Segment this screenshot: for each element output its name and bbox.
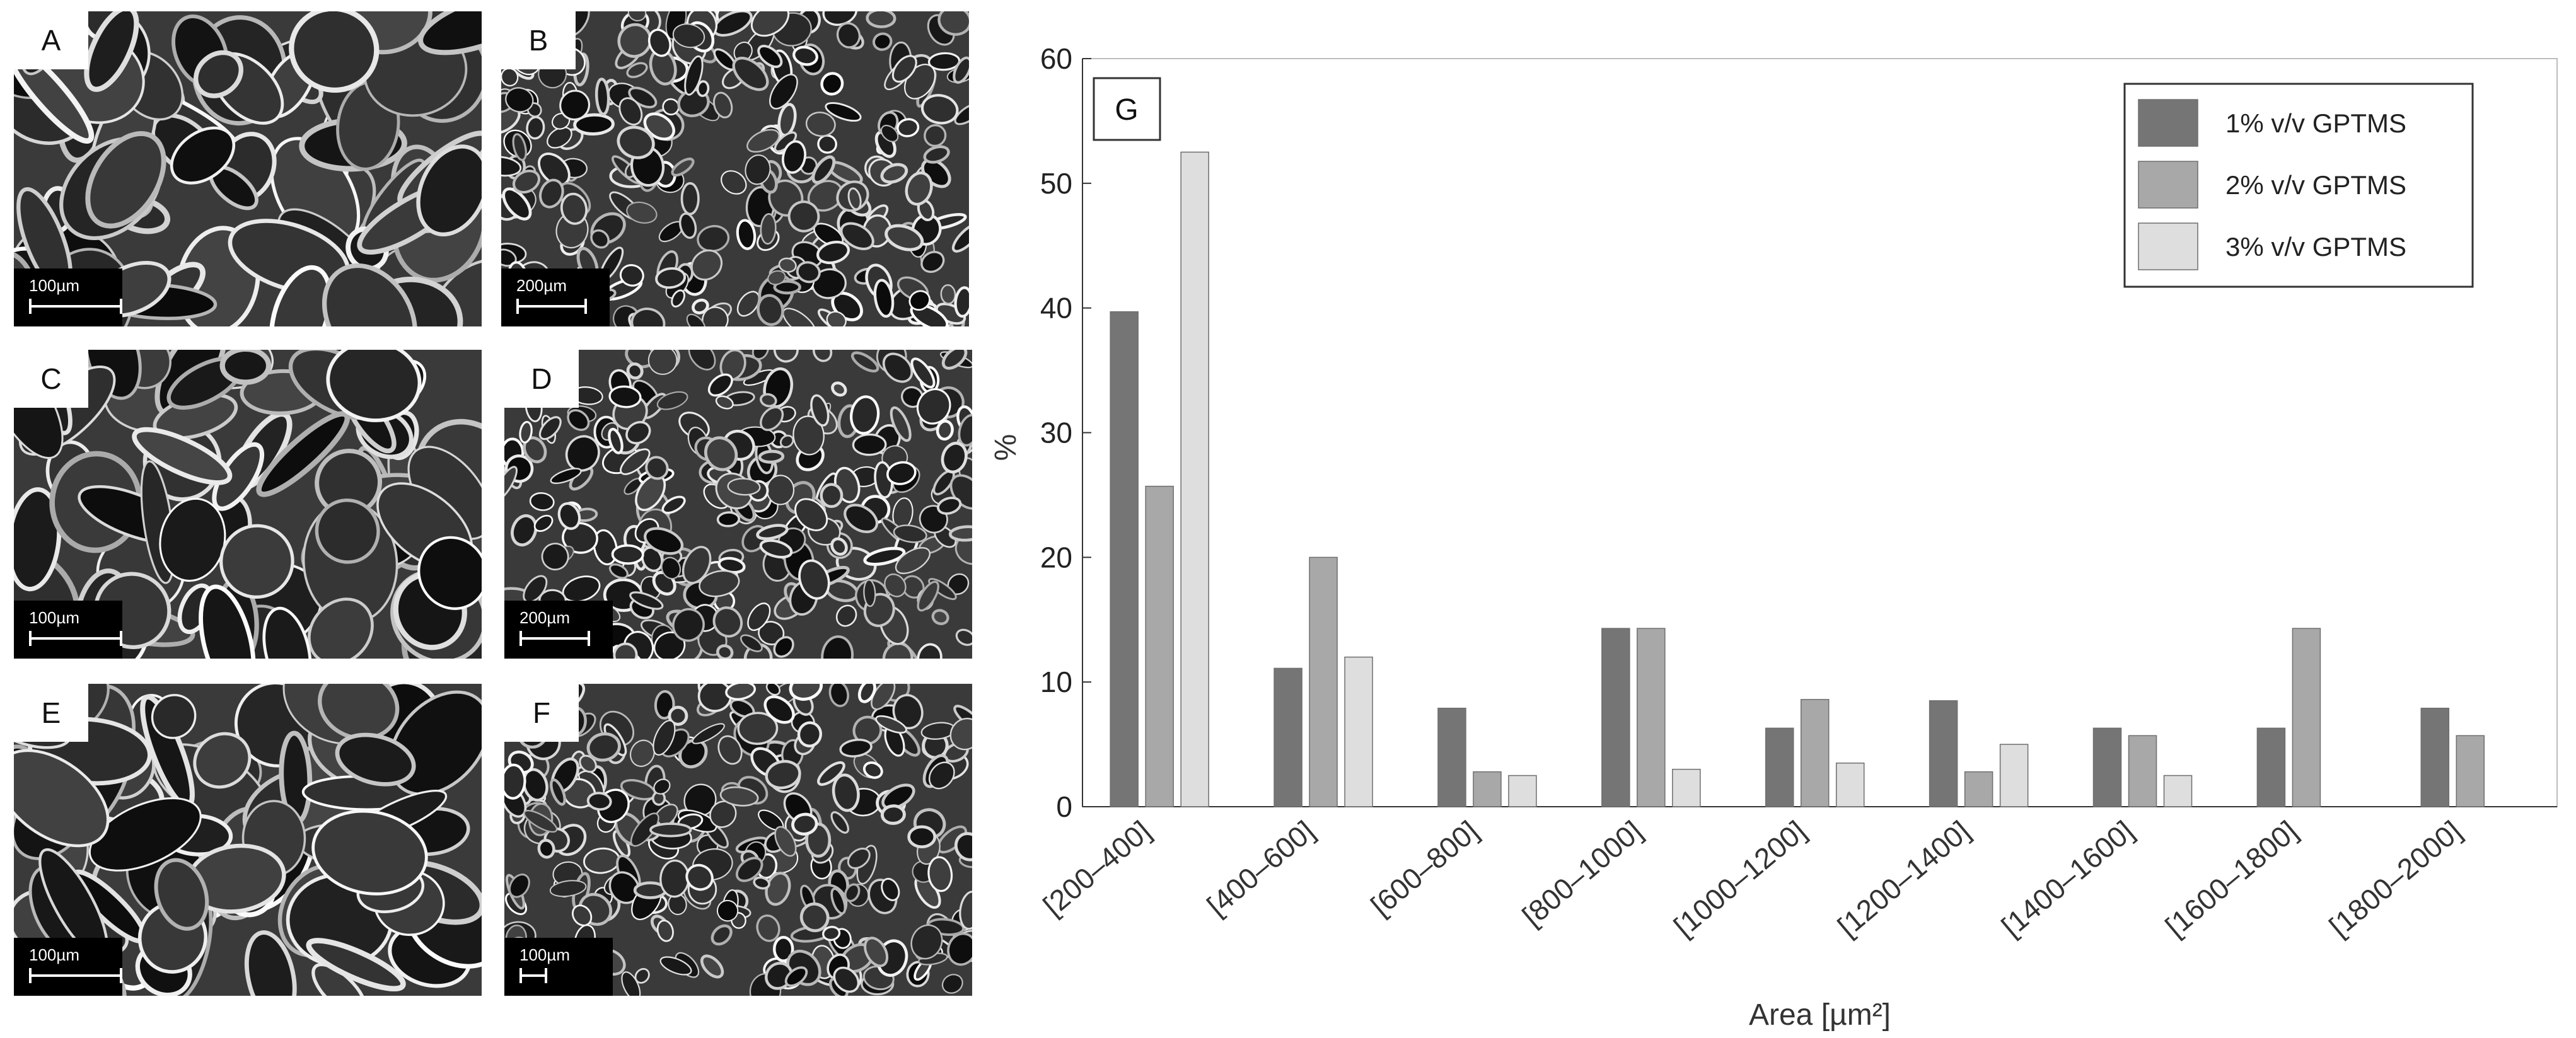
sem-panel-e: E 100µm xyxy=(14,684,482,996)
x-tick-label: [1800–2000] xyxy=(2323,814,2468,943)
scale-bar-line xyxy=(516,299,587,314)
plot-frame xyxy=(1082,58,2558,807)
scale-bar-line xyxy=(519,631,590,646)
x-tick-label: [400–600] xyxy=(1200,814,1320,922)
panel-label: D xyxy=(504,350,579,408)
x-tick-label: [200–400] xyxy=(1037,814,1157,922)
x-tick-label: [1200–1400] xyxy=(1831,814,1976,943)
legend-label: 1% v/v GPTMS xyxy=(2225,108,2406,138)
y-tick-label: 30 xyxy=(1040,417,1072,449)
scale-bar-line xyxy=(29,299,122,314)
panel-label: A xyxy=(14,11,88,69)
bar-3 xyxy=(1999,744,2029,807)
scale-bar-line xyxy=(29,968,122,983)
legend-label: 3% v/v GPTMS xyxy=(2225,232,2406,262)
bar-3 xyxy=(2163,775,2193,807)
bar-2 xyxy=(1637,628,1666,807)
legend xyxy=(2123,83,2474,288)
scale-bar-label: 200µm xyxy=(519,608,571,627)
bar-2 xyxy=(1964,771,1993,807)
y-axis-label: % xyxy=(988,434,1021,461)
x-tick-label: [1600–1800] xyxy=(2159,814,2304,943)
bar-2 xyxy=(1800,699,1830,807)
bar-2 xyxy=(2456,735,2485,807)
bar-3 xyxy=(1344,656,1373,807)
y-tick-label: 0 xyxy=(1056,790,1072,823)
micrograph-texture xyxy=(501,11,969,326)
bar-3 xyxy=(1835,763,1865,807)
bar-2 xyxy=(1473,771,1502,807)
sem-panel-d: D 200µm xyxy=(504,350,972,659)
scale-bar-line xyxy=(519,968,547,983)
bar-3 xyxy=(1508,775,1537,807)
bar-2 xyxy=(2128,735,2157,807)
x-tick-label: [800–1000] xyxy=(1516,814,1649,933)
legend-swatch xyxy=(2138,161,2198,209)
bar-2 xyxy=(1145,485,1174,807)
micrograph-texture xyxy=(504,350,972,659)
bar-2 xyxy=(2292,628,2321,807)
bar-1 xyxy=(2092,727,2122,807)
panel-label: B xyxy=(501,11,576,69)
bar-1 xyxy=(1929,700,1958,807)
scale-bar: 200µm xyxy=(504,601,613,659)
scale-bar: 100µm xyxy=(14,601,122,659)
panel-label: F xyxy=(504,684,579,742)
scale-bar-label: 100µm xyxy=(29,276,80,295)
scale-bar-label: 200µm xyxy=(516,276,567,295)
bar-1 xyxy=(1601,628,1630,807)
bar-1 xyxy=(2420,707,2450,807)
y-tick-label: 10 xyxy=(1040,666,1072,698)
bar-2 xyxy=(1309,556,1338,807)
x-tick-label: [600–800] xyxy=(1364,814,1484,922)
scale-bar-label: 100µm xyxy=(519,945,571,964)
scale-bar-line xyxy=(29,631,122,646)
sem-panel-f: F 100µm xyxy=(504,684,972,996)
bar-1 xyxy=(1765,727,1794,807)
legend-swatch xyxy=(2138,222,2198,270)
chart-panel-label: G xyxy=(1115,93,1138,127)
legend-swatch xyxy=(2138,99,2198,147)
y-tick-label: 40 xyxy=(1040,292,1072,325)
scale-bar: 100µm xyxy=(14,268,122,326)
x-axis-label: Area [µm²] xyxy=(1749,998,1891,1032)
bar-1 xyxy=(1273,667,1303,807)
x-tick-label: [1400–1600] xyxy=(1995,814,2140,943)
legend-label: 2% v/v GPTMS xyxy=(2225,170,2406,200)
bar-3 xyxy=(1672,768,1701,807)
y-tick-label: 20 xyxy=(1040,541,1072,574)
panel-label: C xyxy=(14,350,88,408)
chart-panel-label-box xyxy=(1093,77,1161,141)
scale-bar: 200µm xyxy=(501,268,610,326)
panel-label: E xyxy=(14,684,88,742)
scale-bar-label: 100µm xyxy=(29,608,80,627)
scale-bar-label: 100µm xyxy=(29,945,80,964)
bar-1 xyxy=(2256,727,2286,807)
sem-panel-c: C 100µm xyxy=(14,350,482,659)
sem-panel-a: A 100µm xyxy=(14,11,482,326)
y-tick-label: 50 xyxy=(1040,167,1072,200)
y-tick-label: 60 xyxy=(1040,42,1072,75)
bar-1 xyxy=(1437,707,1466,807)
scale-bar: 100µm xyxy=(14,938,122,996)
sem-panel-b: B 200µm xyxy=(501,11,969,326)
scale-bar: 100µm xyxy=(504,938,613,996)
micrograph-texture xyxy=(14,11,482,326)
bar-1 xyxy=(1110,311,1139,807)
x-tick-label: [1000–1200] xyxy=(1668,814,1812,943)
bar-3 xyxy=(1180,151,1209,807)
